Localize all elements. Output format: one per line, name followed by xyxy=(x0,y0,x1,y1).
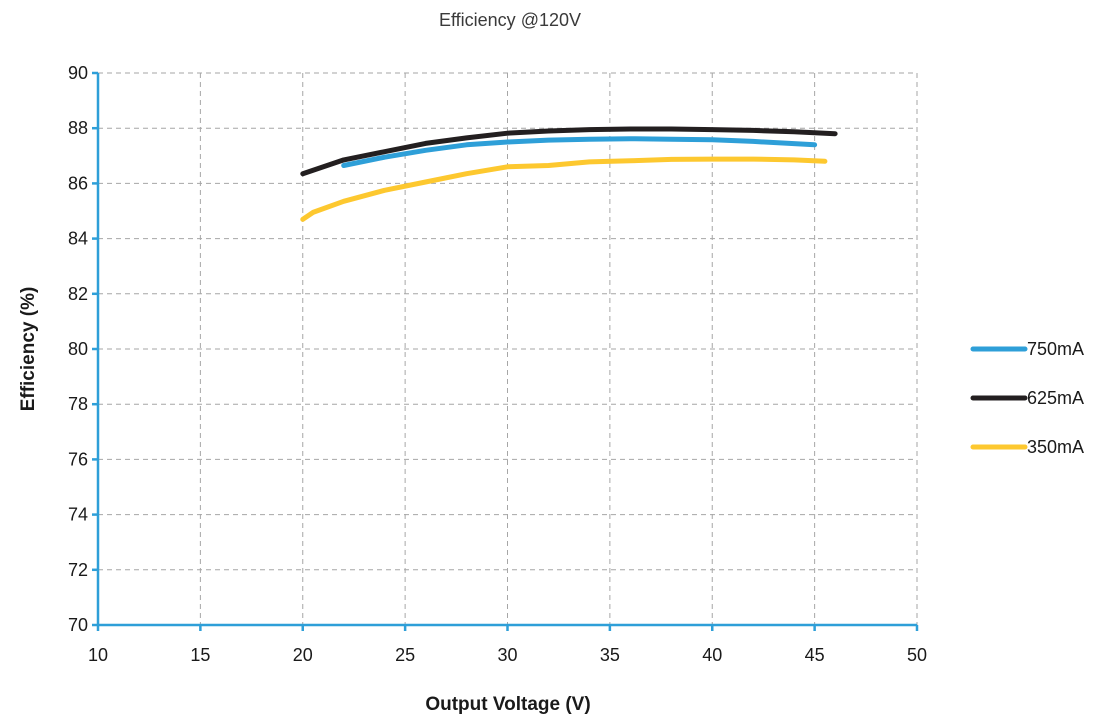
x-tick-label: 35 xyxy=(600,645,620,665)
legend-label: 350mA xyxy=(1027,437,1084,457)
legend-item: 350mA xyxy=(970,437,1084,457)
x-tick-label: 40 xyxy=(702,645,722,665)
x-tick-label: 45 xyxy=(805,645,825,665)
x-tick-label: 25 xyxy=(395,645,415,665)
x-tick-label: 10 xyxy=(88,645,108,665)
legend: 750mA 625mA 350mA xyxy=(970,339,1084,457)
y-tick-label: 86 xyxy=(68,173,88,193)
y-tick-label: 76 xyxy=(68,449,88,469)
chart-title: Efficiency @120V xyxy=(439,10,581,30)
grid xyxy=(98,72,918,625)
x-axis-title: Output Voltage (V) xyxy=(425,694,590,715)
y-tick-label: 70 xyxy=(68,615,88,635)
y-tick-label: 90 xyxy=(68,63,88,83)
x-tick-label: 30 xyxy=(497,645,517,665)
series-line-750mA xyxy=(341,136,818,168)
y-tick-label: 88 xyxy=(68,118,88,138)
x-tick-labels: 10 15 20 25 30 35 40 45 50 xyxy=(88,645,927,665)
series-line-350mA xyxy=(300,156,828,222)
y-tick-label: 74 xyxy=(68,505,88,525)
y-tick-label: 78 xyxy=(68,394,88,414)
axes xyxy=(92,71,919,631)
y-tick-labels: 70 72 74 76 78 80 82 84 86 88 90 xyxy=(68,63,88,635)
legend-label: 625mA xyxy=(1027,388,1084,408)
y-axis-title: Efficiency (%) xyxy=(18,287,39,412)
legend-item: 625mA xyxy=(970,388,1084,408)
series-line-625mA xyxy=(300,126,838,177)
y-tick-label: 80 xyxy=(68,339,88,359)
series-lines xyxy=(300,126,838,222)
x-tick-label: 15 xyxy=(190,645,210,665)
x-tick-label: 50 xyxy=(907,645,927,665)
legend-label: 750mA xyxy=(1027,339,1084,359)
x-tick-label: 20 xyxy=(293,645,313,665)
y-tick-label: 82 xyxy=(68,284,88,304)
y-tick-label: 72 xyxy=(68,560,88,580)
legend-item: 750mA xyxy=(970,339,1084,359)
y-tick-label: 84 xyxy=(68,229,88,249)
